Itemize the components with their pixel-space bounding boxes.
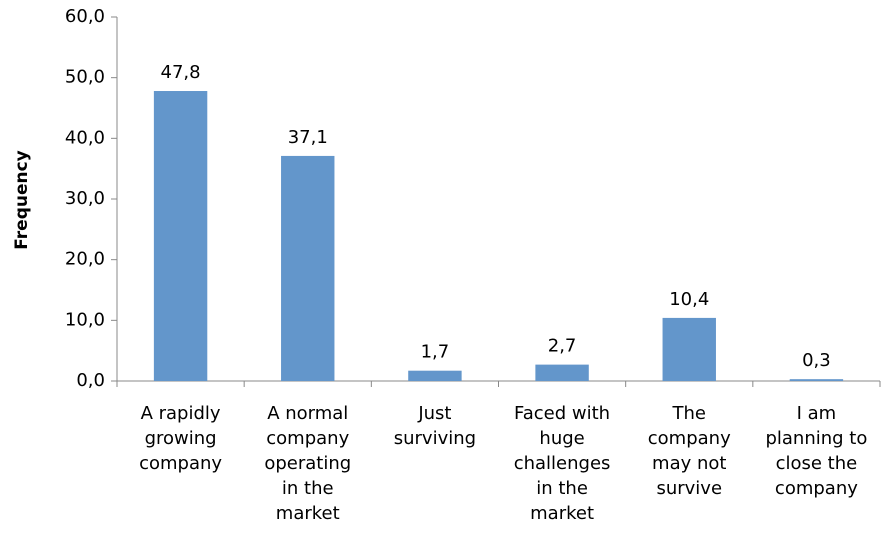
value-label: 1,7 [421, 342, 450, 363]
bar [408, 370, 462, 381]
y-tick-label: 0,0 [76, 370, 105, 391]
bar [535, 364, 589, 381]
value-label: 37,1 [288, 127, 328, 148]
x-tick-label: Just surviving [393, 403, 477, 449]
y-tick-label: 60,0 [65, 6, 105, 27]
value-label: 10,4 [669, 289, 709, 310]
x-tick-label: The company may not survive [647, 403, 731, 499]
y-tick-label: 20,0 [65, 249, 105, 270]
y-axis-label: Frequency [12, 150, 32, 250]
x-tick-label: Faced with huge challenges in the market [513, 403, 611, 524]
x-tick-label: A rapidly growing company [139, 403, 223, 474]
value-label: 0,3 [802, 350, 831, 371]
y-tick-label: 40,0 [65, 127, 105, 148]
bar [281, 155, 335, 381]
y-tick-label: 30,0 [65, 188, 105, 209]
bar [153, 91, 208, 381]
bar [662, 317, 716, 381]
x-tick-label: A normal company operating in the market [264, 403, 352, 524]
value-label: 47,8 [161, 62, 201, 83]
x-tick-label: I am planning to close the company [765, 403, 868, 499]
y-tick-label: 10,0 [65, 309, 105, 330]
value-label: 2,7 [548, 336, 577, 357]
y-tick-label: 50,0 [65, 67, 105, 88]
bar [789, 379, 844, 381]
